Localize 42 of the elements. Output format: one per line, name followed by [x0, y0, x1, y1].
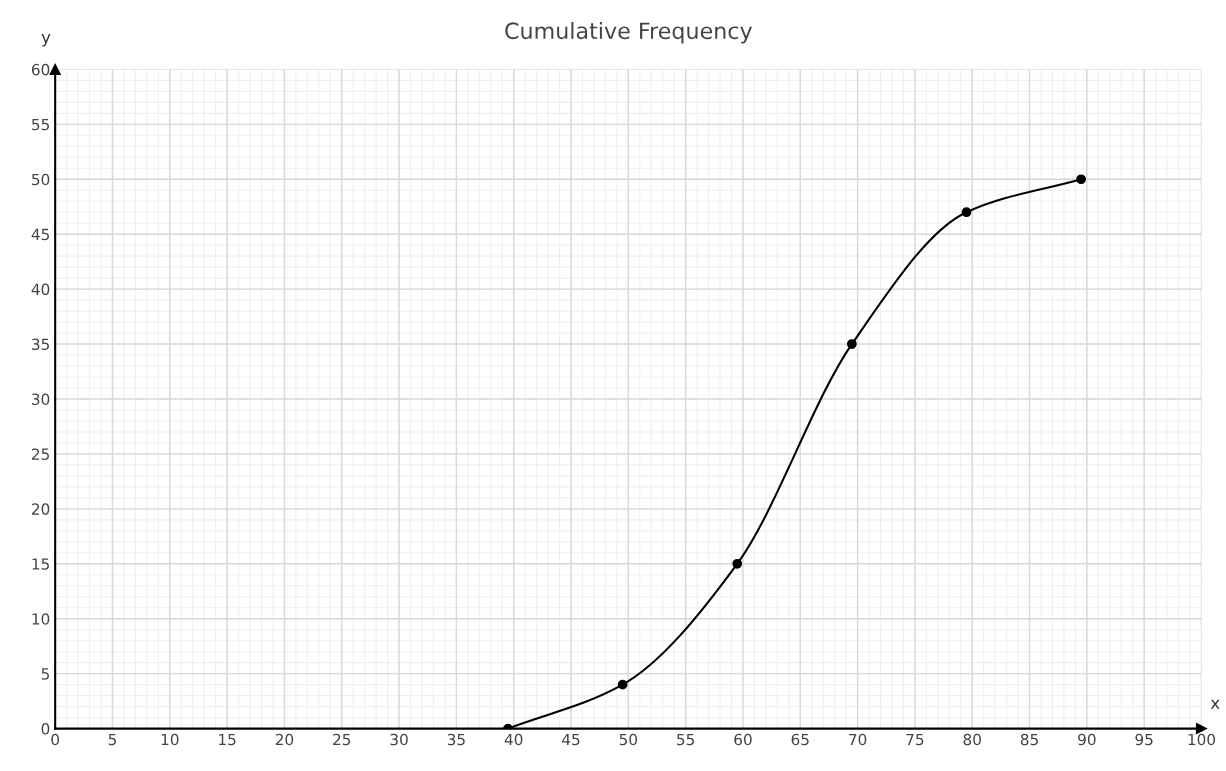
x-tick-label: 50	[619, 733, 638, 746]
x-tick-label: 15	[219, 733, 236, 746]
x-tick-label: 55	[677, 733, 695, 746]
x-tick-label: 40	[504, 733, 523, 746]
point	[1076, 174, 1086, 185]
x-tick-label: 70	[849, 733, 867, 746]
y-tick-label: 15	[32, 558, 49, 570]
y-tick-label: 40	[31, 283, 50, 296]
y-axis-title: y	[41, 33, 51, 47]
point	[732, 558, 743, 569]
x-tick-label: 75	[906, 733, 924, 746]
x-tick-label: 60	[734, 733, 752, 746]
x-tick-label: 85	[1020, 733, 1038, 746]
x-tick-label: 45	[562, 733, 580, 746]
x-tick-label: 20	[275, 733, 294, 746]
x-axis-title: x	[1210, 699, 1220, 709]
x-tick-label: 25	[333, 733, 351, 746]
y-tick-label: 20	[31, 503, 50, 515]
y-tick-label: 55	[32, 118, 49, 131]
y-tick-label: 5	[41, 668, 49, 680]
point	[846, 339, 857, 349]
x-tick-label: 65	[791, 733, 809, 746]
x-tick-label: 100	[1188, 733, 1216, 746]
y-tick-label: 60	[31, 63, 50, 76]
y-tick-label: 45	[31, 228, 49, 241]
point	[961, 207, 972, 218]
y-tick-label: 10	[32, 613, 50, 625]
y-tick-label: 50	[32, 173, 50, 186]
point	[617, 679, 628, 690]
x-tick-label: 90	[1078, 733, 1096, 746]
x-tick-label: 35	[447, 733, 465, 746]
x-tick-label: 5	[108, 733, 117, 746]
y-tick-label: 35	[32, 338, 49, 351]
y-tick-label: 0	[41, 723, 50, 735]
y-tick-label: 30	[32, 393, 50, 406]
x-tick-label: 80	[963, 733, 981, 746]
x-tick-label: 30	[390, 733, 408, 746]
y-tick-label: 25	[31, 448, 49, 460]
x-tick-label: 10	[161, 733, 179, 746]
chart-title: Cumulative Frequency	[505, 21, 753, 44]
x-tick-label: 0	[51, 733, 60, 746]
x-tick-label: 95	[1135, 733, 1153, 746]
